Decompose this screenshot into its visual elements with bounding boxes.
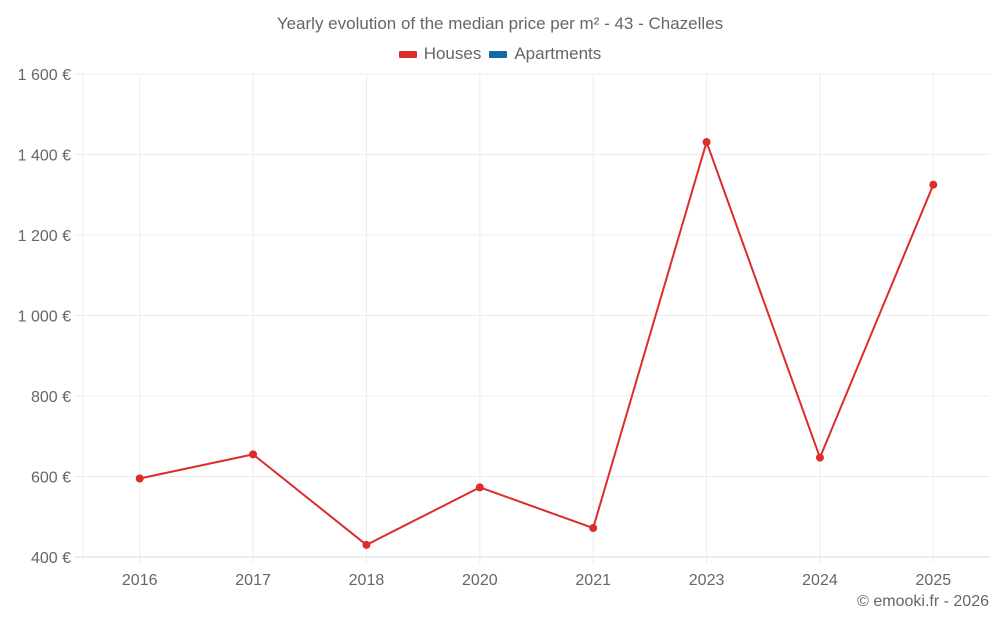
data-point[interactable] <box>815 453 824 462</box>
y-tick-label: 600 € <box>31 470 71 487</box>
x-tick-label: 2016 <box>122 572 158 589</box>
credit: © emooki.fr - 2026 <box>857 593 989 610</box>
y-axis: 400 € 600 € 800 € 1 000 € 1 200 € 1 400 € 1 60… <box>18 67 71 567</box>
y-tick-label: 1 400 € <box>18 148 71 165</box>
x-tick-label: 2018 <box>349 572 385 589</box>
data-point[interactable] <box>362 540 371 549</box>
x-tick-label: 2017 <box>235 572 271 589</box>
x-tick-label: 2021 <box>575 572 611 589</box>
legend-item-houses[interactable]: Houses <box>398 44 482 64</box>
data-point[interactable] <box>249 450 258 459</box>
y-tick-label: 1 600 € <box>18 67 71 84</box>
data-point[interactable] <box>702 138 711 147</box>
y-tick-label: 400 € <box>31 550 71 567</box>
data-point[interactable] <box>589 524 598 533</box>
data-point[interactable] <box>135 474 144 483</box>
legend-label-houses: Houses <box>423 44 482 63</box>
apartments-swatch-icon <box>489 50 508 58</box>
y-tick-label: 1 200 € <box>18 228 71 245</box>
x-tick-label: 2024 <box>802 572 838 589</box>
legend-item-apartments[interactable]: Apartments <box>489 44 601 64</box>
x-tick-label: 2023 <box>689 572 725 589</box>
series-houses <box>135 138 938 549</box>
data-point[interactable] <box>929 180 938 189</box>
x-tick-label: 2025 <box>916 572 952 589</box>
x-tick-label: 2020 <box>462 572 498 589</box>
data-point[interactable] <box>475 483 484 492</box>
y-tick-label: 800 € <box>31 389 71 406</box>
grid <box>75 73 990 563</box>
x-axis: 2016 2017 2018 2020 2021 2023 2024 2025 <box>122 572 951 589</box>
legend: Houses Apartments <box>0 44 1000 64</box>
chart-title: Yearly evolution of the median price per… <box>276 14 724 33</box>
legend-label-apartments: Apartments <box>514 44 602 63</box>
houses-swatch-icon <box>398 50 417 58</box>
y-tick-label: 1 000 € <box>18 309 71 326</box>
